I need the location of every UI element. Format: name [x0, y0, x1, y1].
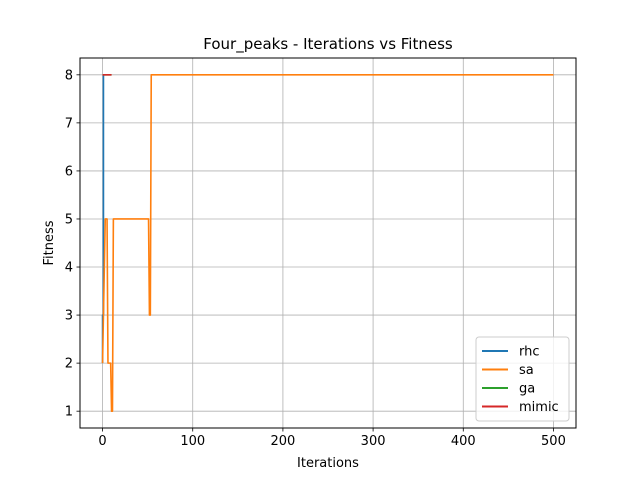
y-tick-label: 4	[65, 261, 73, 276]
x-tick-label: 300	[361, 434, 386, 449]
y-axis-label: Fitness	[42, 220, 57, 265]
legend-label-mimic: mimic	[519, 400, 559, 415]
plot-frame	[79, 57, 577, 429]
x-tick-label: 200	[270, 434, 295, 449]
legend-label-rhc: rhc	[519, 345, 540, 360]
y-tick-label: 8	[65, 68, 73, 83]
legend-label-ga: ga	[519, 382, 535, 397]
y-tick-label: 1	[65, 405, 73, 420]
series-line-sa	[101, 74, 554, 412]
y-tick-label: 7	[65, 116, 73, 131]
x-tick-label: 500	[541, 434, 566, 449]
x-tick-label: 0	[98, 434, 106, 449]
y-tick-label: 5	[65, 212, 73, 227]
axis-ticks: 0 100 200 300 400 500 1 2 3 4 5 6 7 8	[65, 68, 566, 449]
legend-label-sa: sa	[519, 363, 534, 378]
y-tick-label: 6	[65, 164, 73, 179]
x-axis-label: Iterations	[297, 456, 359, 471]
y-tick-label: 2	[65, 357, 73, 372]
legend-box	[475, 336, 570, 422]
x-tick-label: 100	[180, 434, 205, 449]
y-tick-label: 3	[65, 309, 73, 324]
legend: rhc sa ga mimic	[475, 336, 570, 422]
x-tick-label: 400	[451, 434, 476, 449]
chart-title: Four_peaks - Iterations vs Fitness	[203, 35, 453, 54]
series-lines	[101, 74, 554, 412]
